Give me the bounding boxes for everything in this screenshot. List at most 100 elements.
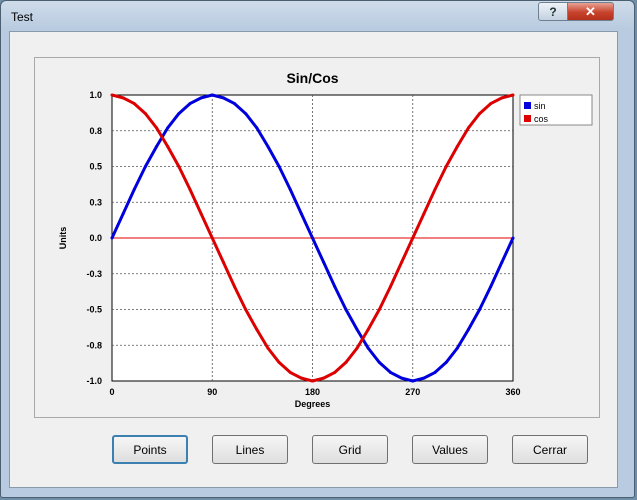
data-point-sin xyxy=(166,126,170,130)
data-point-sin xyxy=(478,308,482,311)
data-point-cos xyxy=(121,96,125,100)
values-button[interactable]: Values xyxy=(412,435,488,464)
x-tick-label: 360 xyxy=(505,387,520,397)
data-point-sin xyxy=(500,260,504,264)
data-point-cos xyxy=(288,370,292,374)
data-point-cos xyxy=(244,308,248,311)
x-tick-label: 180 xyxy=(305,387,320,397)
data-point-cos xyxy=(110,93,114,97)
data-point-sin xyxy=(511,236,515,240)
data-point-cos xyxy=(411,236,415,240)
y-tick-label: 0.3 xyxy=(89,197,102,207)
data-point-sin xyxy=(400,376,404,380)
data-point-cos xyxy=(188,187,192,191)
cerrar-button[interactable]: Cerrar xyxy=(512,435,588,464)
data-point-cos xyxy=(311,379,314,383)
data-point-sin xyxy=(311,236,314,240)
data-point-cos xyxy=(388,285,392,289)
data-point-sin xyxy=(366,346,370,350)
data-point-sin xyxy=(143,165,147,168)
window-title: Test xyxy=(11,10,34,24)
legend-swatch-sin xyxy=(524,102,531,109)
data-point-cos xyxy=(333,370,337,374)
y-tick-label: -1.0 xyxy=(86,376,102,386)
data-point-sin xyxy=(188,102,192,106)
y-tick-label: -0.5 xyxy=(86,305,102,315)
sin-cos-chart: 0 90 180 270 360 1.0 0.8 0.5 0.3 0.0 -0.3 -0.5 -0.8 -… xyxy=(58,70,593,409)
close-window-button[interactable]: ✕ xyxy=(567,2,614,21)
close-icon: ✕ xyxy=(585,3,596,19)
lines-button[interactable]: Lines xyxy=(212,435,288,464)
data-point-cos xyxy=(422,212,426,216)
data-point-cos xyxy=(355,346,359,350)
data-point-sin xyxy=(466,328,470,332)
data-point-sin xyxy=(255,126,259,130)
data-point-cos xyxy=(177,165,181,168)
points-button[interactable]: Points xyxy=(112,435,188,464)
data-point-sin xyxy=(299,212,303,216)
data-point-sin xyxy=(433,370,437,374)
data-point-cos xyxy=(400,260,404,264)
data-point-cos xyxy=(366,328,370,332)
data-point-cos xyxy=(444,165,448,168)
data-point-cos xyxy=(511,93,515,97)
data-point-sin xyxy=(132,187,136,191)
data-point-cos xyxy=(199,212,203,216)
data-point-cos xyxy=(210,236,214,240)
data-point-sin xyxy=(455,346,459,350)
data-point-cos xyxy=(277,360,281,364)
dialog-client-area: 0 90 180 270 360 1.0 0.8 0.5 0.3 0.0 -0.3 -0.5 -0.8 -… xyxy=(9,31,618,488)
data-point-sin xyxy=(244,112,248,116)
data-point-cos xyxy=(466,126,470,130)
y-tick-label: 0.5 xyxy=(89,162,102,172)
data-point-sin xyxy=(266,144,270,148)
data-point-cos xyxy=(322,376,326,380)
x-tick-label: 90 xyxy=(207,387,217,397)
data-point-sin xyxy=(388,370,392,374)
x-tick-label: 270 xyxy=(405,387,420,397)
legend-label-sin: sin xyxy=(534,101,546,111)
data-point-cos xyxy=(377,308,381,311)
data-point-sin xyxy=(121,212,125,216)
title-bar[interactable]: Test ? ✕ xyxy=(1,1,634,31)
y-tick-label: 0.8 xyxy=(89,126,102,136)
data-point-sin xyxy=(199,96,203,100)
data-point-sin xyxy=(110,236,114,240)
help-icon: ? xyxy=(549,4,557,19)
y-axis-label: Units xyxy=(58,227,68,250)
y-tick-label: 0.0 xyxy=(89,233,102,243)
data-point-sin xyxy=(233,102,237,106)
grid-button[interactable]: Grid xyxy=(312,435,388,464)
chart-title: Sin/Cos xyxy=(286,70,338,86)
y-tick-label: -0.8 xyxy=(86,340,102,350)
data-point-cos xyxy=(478,112,482,116)
data-point-cos xyxy=(221,260,225,264)
legend-swatch-cos xyxy=(524,115,531,122)
data-point-cos xyxy=(143,112,147,116)
data-point-cos xyxy=(489,102,493,106)
data-point-sin xyxy=(377,360,381,364)
data-point-sin xyxy=(355,328,359,332)
data-point-cos xyxy=(233,285,237,289)
y-tick-label: -0.3 xyxy=(86,269,102,279)
data-point-sin xyxy=(322,260,326,264)
chart-panel: 0 90 180 270 360 1.0 0.8 0.5 0.3 0.0 -0.3 -0.5 -0.8 -… xyxy=(34,57,600,418)
data-point-sin xyxy=(411,379,415,383)
data-point-cos xyxy=(455,144,459,148)
legend-box xyxy=(519,94,593,126)
x-axis-label: Degrees xyxy=(295,399,331,409)
data-point-sin xyxy=(422,376,426,380)
data-point-sin xyxy=(177,112,181,116)
data-point-sin xyxy=(489,285,493,289)
x-tick-label: 0 xyxy=(109,387,114,397)
data-point-sin xyxy=(221,96,225,100)
help-button[interactable]: ? xyxy=(538,2,568,21)
data-point-sin xyxy=(333,285,337,289)
data-point-sin xyxy=(277,165,281,168)
data-point-cos xyxy=(132,102,136,106)
data-point-cos xyxy=(155,126,159,130)
data-point-sin xyxy=(288,187,292,191)
data-point-cos xyxy=(266,346,270,350)
data-point-cos xyxy=(433,187,437,191)
